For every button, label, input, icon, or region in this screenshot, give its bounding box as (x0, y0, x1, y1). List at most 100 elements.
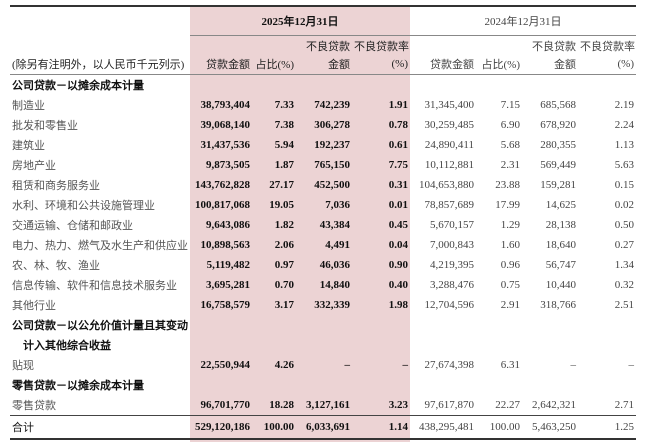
cell: 12,704,596 (424, 299, 475, 311)
empty-cell (296, 375, 352, 395)
cell: 0.31 (388, 179, 408, 191)
cell: 78,857,689 (424, 199, 475, 211)
row-label: 建筑业 (12, 140, 45, 152)
cell: 5.63 (614, 159, 634, 171)
cell: 5,463,250 (532, 421, 576, 433)
cell: 10,112,881 (424, 159, 474, 171)
table-row: 交通运输、仓储和邮政业 9,643,086 1.82 43,384 0.45 5,670,… (10, 215, 636, 235)
cell: 318,766 (540, 299, 576, 311)
table-row: 其他行业 16,758,579 3.17 332,339 1.98 12,704,596 2… (10, 295, 636, 315)
header-period-row: 2025年12月31日 2024年12月31日 (10, 6, 636, 36)
cell: 1.25 (614, 421, 634, 433)
cell: 0.40 (388, 279, 408, 291)
cell: 438,295,481 (419, 421, 474, 433)
cell: 0.70 (274, 279, 294, 291)
cell: 0.45 (388, 219, 408, 231)
row-label: 水利、环境和公共设施管理业 (12, 200, 155, 212)
cell: 31,437,536 (200, 139, 251, 151)
cell: 1.60 (500, 239, 520, 251)
empty-cell (410, 375, 476, 395)
col-npl: 金额 (328, 59, 350, 71)
cell: 10,898,563 (200, 239, 251, 251)
cell: 5,119,482 (206, 259, 250, 271)
empty-cell (410, 315, 476, 335)
cell: 4,219,395 (430, 259, 474, 271)
cell: 100.00 (263, 421, 294, 433)
empty-cell (296, 315, 352, 335)
cell: 17.99 (495, 199, 520, 211)
cell: 39,068,140 (200, 119, 251, 131)
cell: 1.82 (274, 219, 294, 231)
col-rate-top-2024: 不良贷款率 (580, 41, 635, 53)
cell: – (402, 359, 409, 371)
empty-cell (296, 335, 352, 355)
row-label: 制造业 (12, 100, 45, 112)
cell: 6,033,691 (306, 421, 350, 433)
section-row: 公司贷款－以摊余成本计量 (10, 75, 636, 96)
cell: 14,840 (319, 279, 350, 291)
total-row: 合计 529,120,186 100.00 6,033,691 1.14 438… (10, 415, 636, 439)
cell: 192,237 (314, 139, 350, 151)
empty-cell (410, 335, 476, 355)
cell: 742,239 (314, 99, 350, 111)
col-share: 占比(%) (255, 59, 295, 71)
cell: 3.17 (274, 299, 294, 311)
cell: 43,384 (319, 219, 350, 231)
cell: 3.23 (388, 399, 408, 411)
row-label: 房地产业 (12, 160, 56, 172)
empty-cell (476, 335, 522, 355)
cell: 56,747 (545, 259, 576, 271)
cell: 529,120,186 (195, 421, 250, 433)
cell: 4,491 (325, 239, 350, 251)
cell: 5,670,157 (430, 219, 474, 231)
table-row: 电力、热力、燃气及水生产和供应业 10,898,563 2.06 4,491 0.04 7… (10, 235, 636, 255)
cell: 46,036 (319, 259, 350, 271)
row-label: 电力、热力、燃气及水生产和供应业 (12, 240, 188, 252)
col-loan: 贷款金额 (206, 59, 250, 71)
cell: 0.32 (614, 279, 634, 291)
cell: 1.13 (614, 139, 634, 151)
cell: 3,288,476 (430, 279, 474, 291)
cell: 30,259,485 (424, 119, 475, 131)
cell: 4.26 (274, 359, 294, 371)
row-label: 农、林、牧、渔业 (12, 260, 100, 272)
empty-cell (352, 335, 410, 355)
cell: 7,036 (325, 199, 350, 211)
current-period-highlight (190, 5, 410, 442)
row-label: 贴现 (12, 360, 34, 372)
empty-cell (578, 375, 636, 395)
cell: 14,625 (545, 199, 576, 211)
cell: 0.04 (388, 239, 408, 251)
cell: 18.28 (269, 399, 294, 411)
table-row: 租赁和商务服务业 143,762,828 27.17 452,500 0.31 104,6… (10, 175, 636, 195)
cell: 2.91 (500, 299, 520, 311)
cell: 7.33 (274, 99, 294, 111)
cell: 332,339 (314, 299, 350, 311)
cell: 18,640 (545, 239, 576, 251)
table-row: 房地产业 9,873,505 1.87 765,150 7.75 10,112,881 2.… (10, 155, 636, 175)
header-row-bottom: (除另有注明外，以人民币千元列示) 贷款金额 占比(%) 金额 (%) 贷款金额… (10, 54, 636, 75)
row-label: 计入其他综合收益 (12, 340, 111, 352)
cell: 306,278 (314, 119, 350, 131)
cell: 27,674,398 (424, 359, 475, 371)
col-rate-2024: (%) (617, 58, 635, 70)
empty-cell (476, 75, 522, 96)
table-row: 贴现 22,550,944 4.26 – – 27,674,398 6.31 – – (10, 355, 636, 375)
cell: 0.96 (500, 259, 520, 271)
cell: 28,138 (545, 219, 576, 231)
cell: 100,817,068 (195, 199, 250, 211)
cell: 9,873,505 (206, 159, 250, 171)
cell: 31,345,400 (424, 99, 475, 111)
cell: 569,449 (540, 159, 576, 171)
cell: 143,762,828 (195, 179, 250, 191)
empty-cell (578, 315, 636, 335)
period-2024: 2024年12月31日 (410, 6, 636, 36)
col-npl-top-2024: 不良贷款 (532, 41, 576, 53)
cell: 10,440 (545, 279, 576, 291)
col-npl-top: 不良贷款 (306, 41, 350, 53)
table-row: 建筑业 31,437,536 5.94 192,237 0.61 24,890,411 5.… (10, 135, 636, 155)
empty-cell (476, 375, 522, 395)
cell: 0.27 (614, 239, 634, 251)
cell: 96,701,770 (200, 399, 251, 411)
cell: 0.61 (388, 139, 408, 151)
